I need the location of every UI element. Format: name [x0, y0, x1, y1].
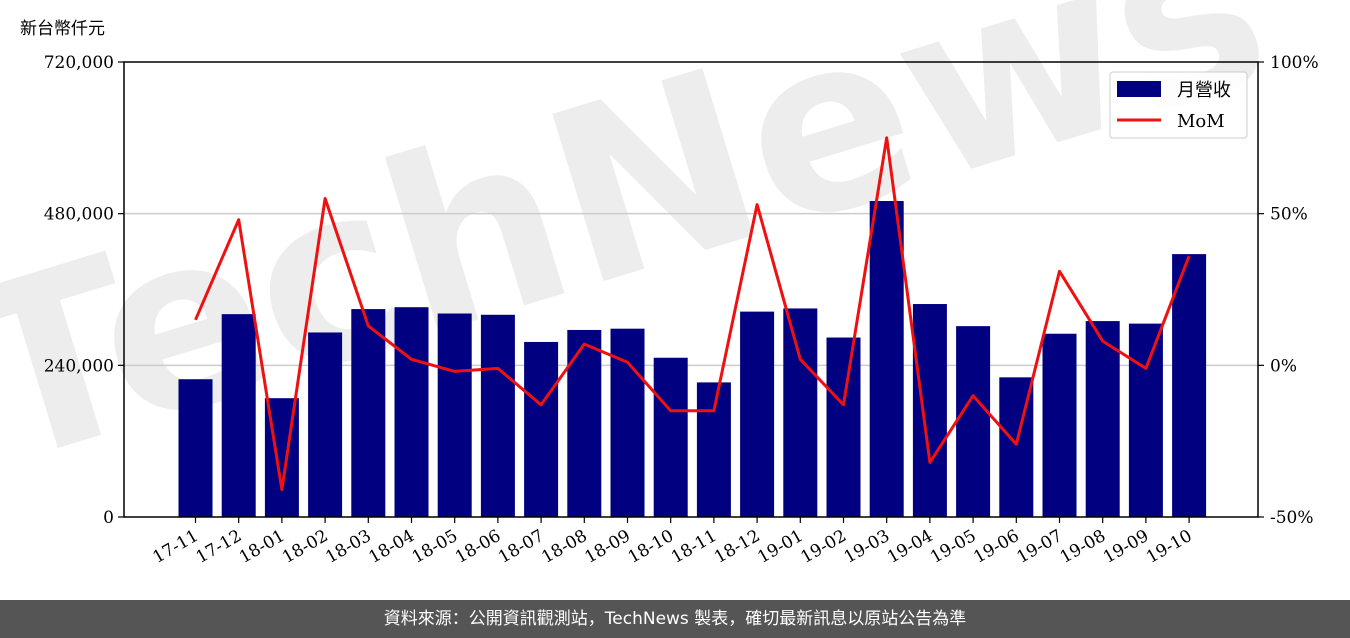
- bar: [351, 309, 386, 517]
- x-tick-label: 18-09: [582, 526, 634, 568]
- x-tick-label: 18-10: [625, 526, 677, 568]
- y-axis-left-ticks: 0 240,000 480,000 720,000: [44, 53, 124, 528]
- bar: [912, 304, 947, 517]
- bar: [826, 337, 861, 517]
- bar: [480, 314, 515, 517]
- bar: [308, 332, 343, 517]
- x-tick-label: 18-08: [538, 526, 590, 568]
- x-tick-label: 19-06: [970, 526, 1022, 568]
- bar: [524, 341, 559, 517]
- bar: [696, 382, 731, 517]
- bar: [221, 314, 256, 517]
- y-left-tick-label: 720,000: [44, 53, 114, 73]
- bar: [1172, 254, 1207, 517]
- legend-label-mom: MoM: [1177, 111, 1225, 132]
- bar: [783, 308, 818, 517]
- x-tick-label: 18-04: [366, 526, 418, 568]
- x-tick-label: 17-11: [150, 526, 202, 568]
- bar: [394, 307, 429, 517]
- y-axis-right-ticks: -50% 0% 50% 100%: [1258, 53, 1319, 528]
- bar: [956, 326, 991, 517]
- mom-line-series: [194, 136, 1191, 492]
- y-right-tick-label: 100%: [1270, 53, 1319, 73]
- bar: [869, 201, 904, 517]
- x-tick-label: 19-09: [1100, 526, 1152, 568]
- legend-swatch-bar: [1117, 81, 1161, 97]
- bar: [567, 329, 602, 517]
- x-tick-label: 19-10: [1143, 526, 1195, 568]
- bar: [1128, 323, 1163, 517]
- bar: [653, 357, 688, 517]
- x-tick-label: 18-06: [452, 526, 504, 568]
- bar: [178, 379, 213, 517]
- source-footer: 資料來源：公開資訊觀測站，TechNews 製表，確切最新訊息以原站公告為準: [0, 600, 1350, 638]
- y-left-tick-label: 240,000: [44, 356, 114, 376]
- chart: TechNews 17-1117-1218-0118-0218-0318-041…: [0, 0, 1319, 568]
- x-tick-label: 19-07: [1014, 526, 1066, 568]
- bar: [610, 328, 645, 517]
- x-tick-label: 18-05: [409, 526, 461, 568]
- bar: [1085, 321, 1120, 517]
- x-tick-label: 19-04: [884, 526, 936, 568]
- legend: 月營收 MoM: [1109, 71, 1248, 139]
- x-tick-label: 17-12: [193, 526, 245, 568]
- x-tick-label: 19-01: [754, 526, 806, 568]
- x-tick-label: 19-05: [927, 526, 979, 568]
- bar: [1042, 333, 1077, 517]
- axes: [123, 61, 1259, 518]
- x-tick-label: 18-11: [668, 526, 720, 568]
- x-tick-label: 19-02: [798, 526, 850, 568]
- y-right-tick-label: 0%: [1270, 356, 1297, 376]
- legend-label-revenue: 月營收: [1177, 80, 1231, 101]
- x-tick-label: 18-07: [495, 526, 547, 568]
- bar: [740, 311, 775, 517]
- plot-frame: [123, 61, 1259, 518]
- y-right-tick-label: -50%: [1270, 508, 1314, 528]
- y-left-tick-label: 480,000: [44, 205, 114, 225]
- x-tick-label: 18-03: [322, 526, 374, 568]
- x-tick-label: 18-02: [279, 526, 331, 568]
- x-axis-ticks: 17-1117-1218-0118-0218-0318-0418-0518-06…: [150, 517, 1196, 568]
- y-axis-unit-label: 新台幣仟元: [20, 19, 105, 39]
- bar: [437, 313, 472, 517]
- y-left-tick-label: 0: [103, 508, 114, 528]
- x-tick-label: 19-08: [1057, 526, 1109, 568]
- x-tick-label: 19-03: [841, 526, 893, 568]
- y-right-tick-label: 50%: [1270, 205, 1308, 225]
- x-tick-label: 18-01: [236, 526, 288, 568]
- mom-line: [194, 136, 1191, 492]
- x-tick-label: 18-12: [711, 526, 763, 568]
